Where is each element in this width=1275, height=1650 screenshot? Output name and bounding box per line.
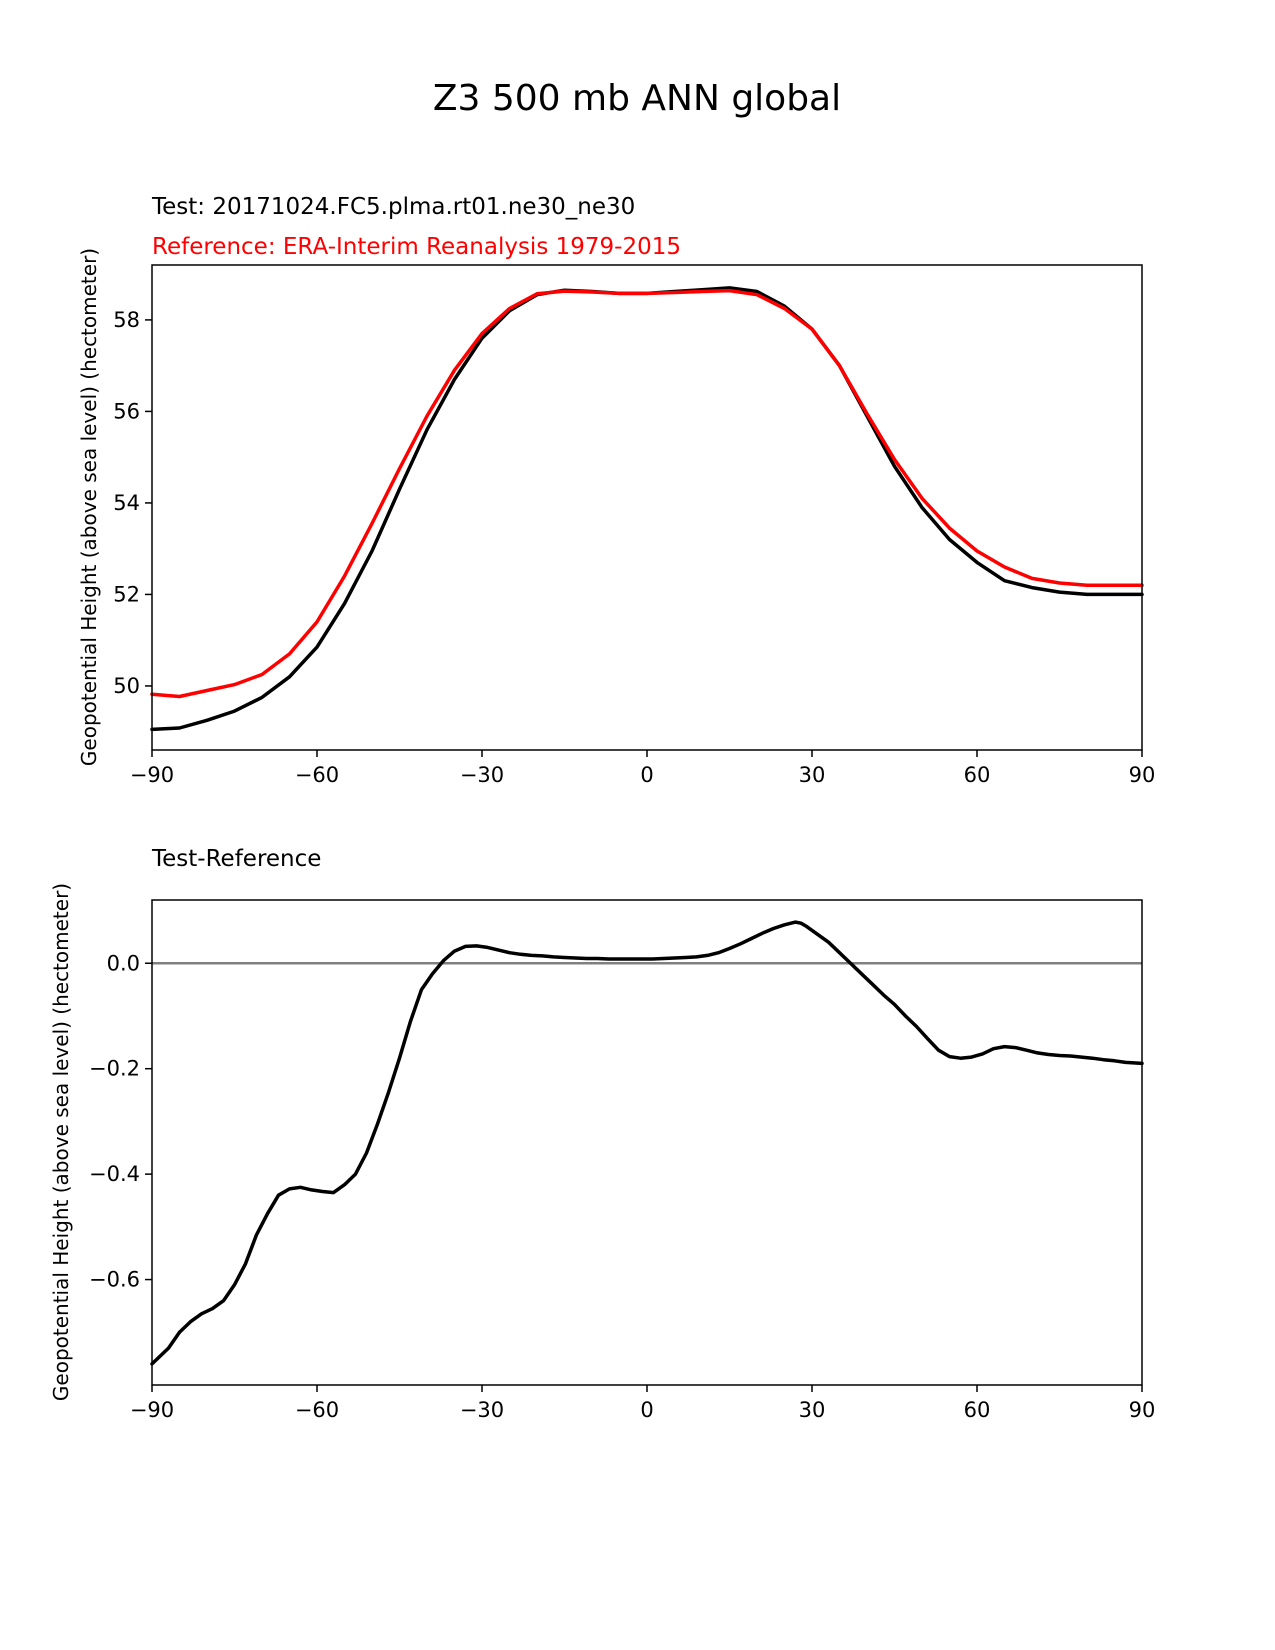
figure-title: Z3 500 mb ANN global — [433, 78, 841, 119]
bottom-panel-series — [150, 920, 1144, 1366]
bottom-panel-xtick-label: −60 — [295, 1398, 339, 1422]
top-panel-title-test: Test: 20171024.FC5.plma.rt01.ne30_ne30 — [151, 194, 635, 220]
top-panel-xtick-label: 0 — [640, 763, 653, 787]
top-panel-series — [150, 286, 1144, 732]
top-panel-ticks: −90 −60 −30 0 30 60 90 50 52 54 56 58 — [113, 308, 1155, 787]
bottom-panel-xtick-label: −30 — [460, 1398, 504, 1422]
bottom-panel-ticks: −90 −60 −30 0 30 60 90 0.0 −0.2 −0.4 −0.6 — [89, 951, 1155, 1422]
top-panel-xtick-label: 30 — [799, 763, 826, 787]
bottom-panel-series-test-reference — [150, 920, 1144, 1366]
bottom-panel-xtick-label: 30 — [799, 1398, 826, 1422]
top-panel-title-reference: Reference: ERA-Interim Reanalysis 1979-2… — [152, 234, 681, 260]
top-panel-ytick-label: 54 — [113, 491, 140, 515]
bottom-panel-title: Test-Reference — [151, 846, 321, 872]
top-panel-series-reference — [150, 288, 1144, 699]
bottom-panel-axes-frame — [151, 899, 1143, 1386]
top-panel: Test: 20171024.FC5.plma.rt01.ne30_ne30 R… — [77, 194, 1155, 787]
top-panel-ytick-label: 50 — [113, 674, 140, 698]
bottom-panel-xtick-label: 0 — [640, 1398, 653, 1422]
top-panel-xtick-label: −90 — [130, 763, 174, 787]
bottom-panel-ylabel: Geopotential Height (above sea level) (h… — [49, 883, 73, 1401]
bottom-panel-xtick-label: 90 — [1129, 1398, 1156, 1422]
top-panel-ytick-label: 58 — [113, 308, 140, 332]
bottom-panel: Test-Reference Geopotential Height (abov… — [49, 846, 1155, 1422]
top-panel-axes-frame — [151, 264, 1143, 751]
bottom-panel-xtick-label: 60 — [964, 1398, 991, 1422]
bottom-panel-ytick-label: −0.2 — [89, 1057, 140, 1081]
bottom-panel-ytick-label: −0.4 — [89, 1162, 140, 1186]
top-panel-xtick-label: −30 — [460, 763, 504, 787]
bottom-panel-ytick-label: −0.6 — [89, 1268, 140, 1292]
top-panel-xtick-label: −60 — [295, 763, 339, 787]
top-panel-xtick-label: 90 — [1129, 763, 1156, 787]
top-panel-ytick-label: 56 — [113, 399, 140, 423]
bottom-panel-xtick-label: −90 — [130, 1398, 174, 1422]
top-panel-xtick-label: 60 — [964, 763, 991, 787]
top-panel-ylabel: Geopotential Height (above sea level) (h… — [77, 248, 101, 766]
bottom-panel-ytick-label: 0.0 — [107, 951, 140, 975]
top-panel-ytick-label: 52 — [113, 582, 140, 606]
